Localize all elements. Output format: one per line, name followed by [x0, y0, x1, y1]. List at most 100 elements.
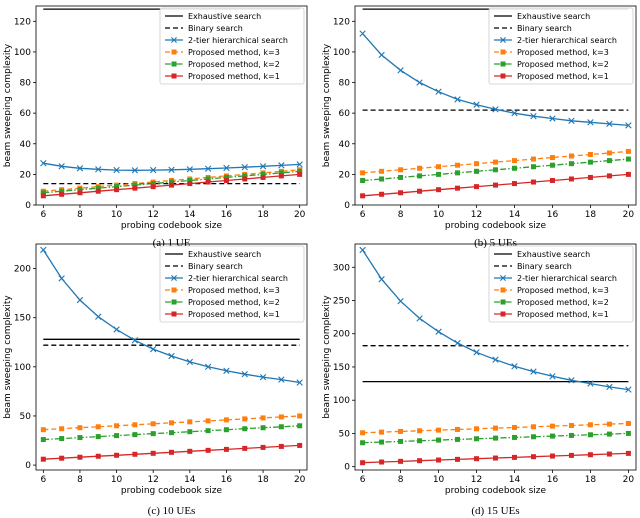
data-point [417, 188, 423, 194]
data-point [95, 434, 101, 440]
data-point [113, 166, 120, 174]
y-tick-label: 120 [14, 17, 31, 27]
y-tick-label: 80 [339, 79, 351, 89]
chart-panel-1: 6 8 10 12 14 16 18 20 0 20 40 60 80 100 120 probing cod… [322, 5, 637, 249]
data-point [150, 184, 156, 190]
legend-marker [500, 275, 506, 281]
x-tick-label: 10 [111, 210, 123, 220]
data-point [95, 424, 101, 430]
y-tick-label: 40 [20, 140, 32, 150]
legend-box [159, 7, 305, 85]
data-point [625, 156, 631, 162]
data-point [259, 163, 267, 170]
legend-item: Exhaustive search [165, 12, 261, 21]
legend-marker [171, 275, 177, 281]
x-tick-label: 16 [547, 475, 559, 485]
legend-label: 2-tier hierarchical search [188, 36, 288, 45]
chart-panel-0: 6 8 10 12 14 16 18 20 0 20 40 60 80 100 120 probing cod… [3, 5, 308, 249]
data-point [417, 458, 423, 464]
data-point [436, 171, 442, 177]
x-tick-label: 8 [398, 210, 404, 220]
data-point [131, 167, 139, 174]
data-point [187, 181, 193, 187]
data-point [379, 168, 385, 174]
data-point [296, 379, 303, 386]
x-tick-label: 14 [509, 475, 521, 485]
data-point [625, 386, 632, 393]
data-point [436, 457, 442, 463]
data-point [223, 164, 230, 172]
chart-panel-3: 6 8 10 12 14 16 18 20050100150200250300probing … [322, 243, 637, 517]
data-point [260, 174, 266, 180]
x-axis-label: probing codebook size [121, 221, 223, 231]
data-point [606, 158, 612, 164]
data-point [76, 296, 84, 304]
data-point [359, 30, 366, 37]
y-tick-label: 60 [339, 109, 351, 119]
x-tick-label: 16 [221, 210, 233, 220]
legend-label: Proposed method, k=1 [517, 310, 609, 319]
data-point [77, 190, 83, 196]
x-tick-label: 6 [40, 475, 46, 485]
legend-item: Proposed method, k=2 [165, 298, 280, 307]
legend-item: Proposed method, k=3 [494, 48, 609, 57]
data-point [549, 178, 555, 184]
data-point [278, 424, 284, 430]
series-line [362, 150, 629, 174]
legend-item: Binary search [165, 262, 243, 271]
legend-label: Exhaustive search [517, 12, 590, 21]
data-point [40, 246, 47, 254]
data-point [530, 113, 537, 120]
data-point [378, 51, 385, 59]
data-point [360, 440, 366, 446]
data-point [568, 377, 575, 384]
data-point [493, 435, 498, 441]
data-point [132, 451, 138, 457]
data-point [455, 426, 461, 432]
data-point [278, 376, 285, 383]
axes-frame [35, 5, 308, 206]
data-point [59, 188, 65, 194]
data-point [76, 165, 84, 172]
data-point [417, 165, 423, 171]
x-tick-label: 14 [184, 475, 196, 485]
data-point [417, 438, 423, 444]
data-point [260, 444, 266, 450]
data-point [549, 115, 556, 122]
data-point [40, 193, 46, 199]
legend-label: Proposed method, k=3 [188, 48, 280, 57]
legend-item: Proposed method, k=2 [165, 60, 280, 69]
data-point [511, 363, 518, 370]
legend-label: Binary search [188, 24, 243, 33]
data-point [474, 456, 480, 462]
data-point [587, 174, 593, 180]
data-point [568, 153, 574, 159]
data-point [397, 297, 404, 305]
legend-marker [171, 287, 177, 293]
data-point [169, 420, 174, 426]
legend-marker [171, 37, 177, 43]
y-tick-label: 20 [339, 170, 351, 180]
y-tick-label: 150 [14, 314, 31, 324]
data-point [223, 367, 230, 374]
data-point [549, 155, 555, 161]
x-tick-label: 6 [360, 475, 366, 485]
legend-item: Exhaustive search [165, 250, 261, 259]
data-point [223, 174, 229, 180]
data-point [150, 431, 156, 437]
data-point [417, 428, 423, 434]
data-point [625, 450, 631, 456]
figure-caption: (c) 10 UEs [148, 505, 196, 517]
data-point [606, 173, 612, 179]
data-point [436, 437, 442, 443]
data-point [492, 106, 499, 113]
legend-label: Proposed method, k=2 [188, 298, 280, 307]
data-point [493, 159, 498, 165]
data-point [398, 438, 404, 444]
data-point [530, 368, 537, 375]
legend-label: Proposed method, k=1 [188, 310, 280, 319]
legend-marker [171, 49, 177, 55]
data-point [132, 422, 138, 428]
